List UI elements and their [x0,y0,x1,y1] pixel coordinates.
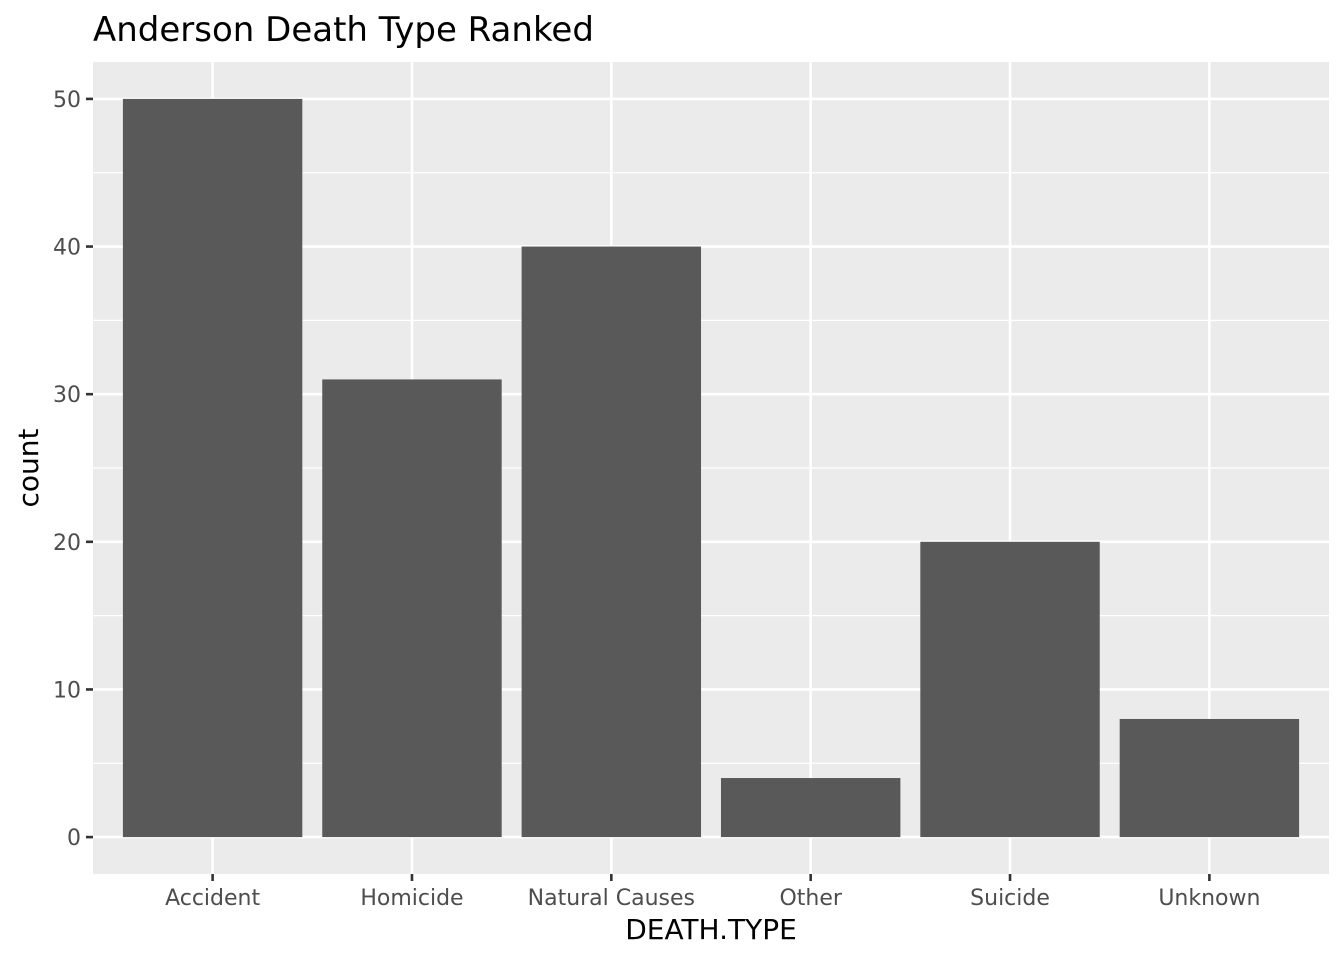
bar-unknown [1119,718,1300,838]
y-tick-label: 40 [53,236,81,261]
x-tick-label: Unknown [1158,886,1260,911]
y-tick-label: 50 [53,88,81,113]
x-axis: Accident Homicide Natural Causes Other Suici… [165,874,1260,911]
x-tick-label: Natural Causes [528,886,695,911]
y-tick-label: 0 [67,826,81,851]
x-tick-label: Homicide [360,886,463,911]
y-tick-label: 10 [53,678,81,703]
x-tick-label: Accident [165,886,260,911]
x-tick-label: Suicide [970,886,1050,911]
bar-natural-causes [521,246,702,838]
x-axis-title: DEATH.TYPE [625,913,797,946]
bars [122,98,1300,838]
y-axis-title: count [12,428,45,507]
bar-other [720,778,901,838]
bar-homicide [322,379,502,838]
bar-accident [122,98,303,838]
y-axis: 0 10 20 30 40 50 [53,88,93,851]
y-tick-label: 30 [53,383,81,408]
chart-title: Anderson Death Type Ranked [93,10,594,50]
x-tick-label: Other [779,886,842,911]
y-tick-label: 20 [53,531,81,556]
bar-suicide [920,541,1100,838]
